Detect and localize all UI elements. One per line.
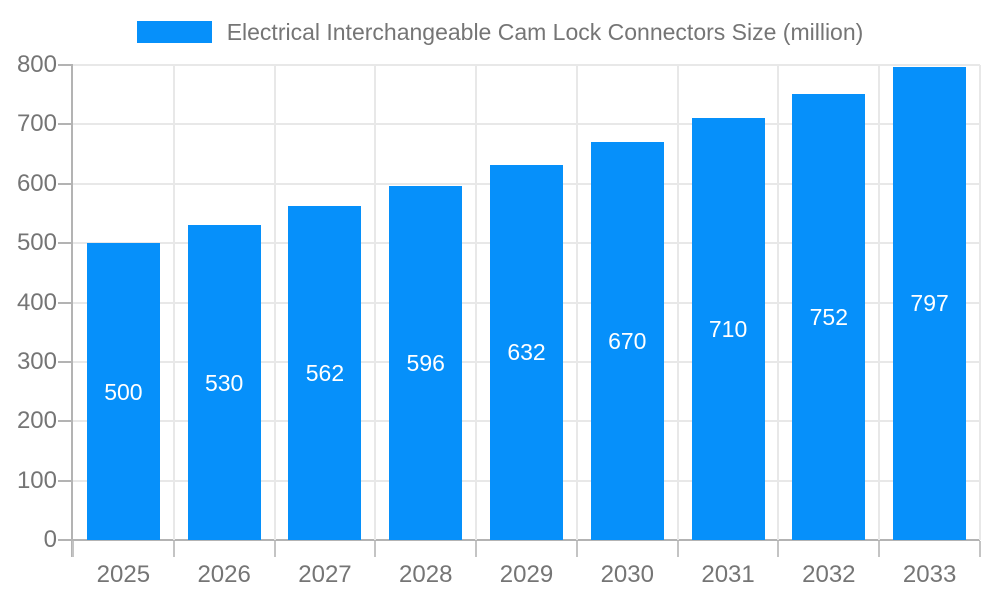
bar[interactable]: 752	[792, 93, 866, 540]
v-gridline	[878, 65, 881, 540]
v-gridline	[979, 65, 981, 540]
y-axis-tick	[58, 360, 73, 363]
x-axis-tick	[676, 541, 679, 557]
bar[interactable]: 710	[691, 118, 765, 540]
x-axis-tick	[575, 541, 578, 557]
x-axis-label: 2031	[701, 561, 755, 588]
x-axis-label: 2029	[499, 561, 554, 588]
y-axis-tick	[58, 301, 73, 304]
x-axis-tick	[777, 541, 780, 557]
bar[interactable]: 530	[187, 225, 261, 540]
legend[interactable]: Electrical Interchangeable Cam Lock Conn…	[0, 19, 1000, 45]
bar-value-label: 500	[104, 378, 143, 405]
y-axis-tick	[58, 479, 73, 482]
y-axis-line	[71, 65, 73, 557]
v-gridline	[475, 65, 478, 540]
y-axis-label: 800	[16, 51, 57, 78]
y-axis-label: 200	[16, 407, 57, 435]
x-axis-label: 2027	[298, 561, 352, 588]
x-axis-tick	[273, 541, 276, 557]
y-axis-label: 0	[43, 526, 57, 553]
x-axis-tick	[172, 541, 175, 557]
v-gridline	[676, 65, 679, 540]
y-axis-label: 600	[16, 169, 57, 197]
x-axis-label: 2026	[197, 561, 251, 588]
legend-swatch-icon	[136, 21, 212, 43]
x-axis-line	[73, 539, 980, 541]
x-axis-label: 2025	[96, 561, 151, 588]
y-axis-tick	[58, 123, 73, 126]
y-axis-tick	[58, 182, 73, 185]
y-axis-label: 400	[16, 288, 57, 316]
y-axis-label: 500	[16, 229, 57, 257]
y-axis-label: 300	[16, 347, 57, 375]
bar[interactable]: 670	[590, 142, 664, 540]
x-axis-label: 2032	[802, 561, 856, 588]
bar-value-label: 710	[708, 316, 748, 343]
bar-value-label: 596	[406, 350, 445, 377]
v-gridline	[273, 65, 276, 540]
bar-value-label: 797	[910, 290, 949, 317]
x-axis-tick	[475, 541, 478, 557]
bar-value-label: 562	[305, 360, 345, 387]
h-gridline	[73, 123, 980, 126]
bar[interactable]: 596	[389, 186, 463, 540]
x-axis-tick	[878, 541, 881, 557]
h-gridline	[73, 64, 980, 66]
x-axis-tick	[72, 541, 74, 557]
x-axis-label: 2030	[600, 561, 654, 588]
y-axis-tick	[58, 242, 73, 245]
legend-label: Electrical Interchangeable Cam Lock Conn…	[226, 19, 864, 45]
x-axis-label: 2028	[399, 561, 453, 588]
y-axis-tick	[58, 539, 73, 541]
x-axis-tick	[374, 541, 377, 557]
bar-value-label: 530	[204, 369, 244, 396]
y-axis-label: 700	[16, 110, 57, 138]
bar-value-label: 752	[809, 303, 849, 330]
bar-value-label: 670	[608, 328, 647, 355]
v-gridline	[374, 65, 377, 540]
y-axis-tick	[58, 64, 73, 66]
y-axis-tick	[58, 420, 73, 423]
y-axis-label: 100	[16, 466, 57, 494]
bar[interactable]: 562	[288, 206, 362, 540]
bar[interactable]: 632	[490, 164, 563, 540]
plot-area: 500 530 562 596 632 670 710 752 797	[73, 64, 981, 540]
bar-value-label: 632	[507, 339, 546, 366]
x-axis-label: 2033	[902, 561, 957, 588]
bar[interactable]: 500	[86, 243, 160, 540]
bar[interactable]: 797	[893, 66, 967, 540]
v-gridline	[575, 65, 578, 540]
v-gridline	[777, 65, 780, 540]
x-axis-tick	[979, 541, 981, 557]
v-gridline	[172, 65, 175, 540]
